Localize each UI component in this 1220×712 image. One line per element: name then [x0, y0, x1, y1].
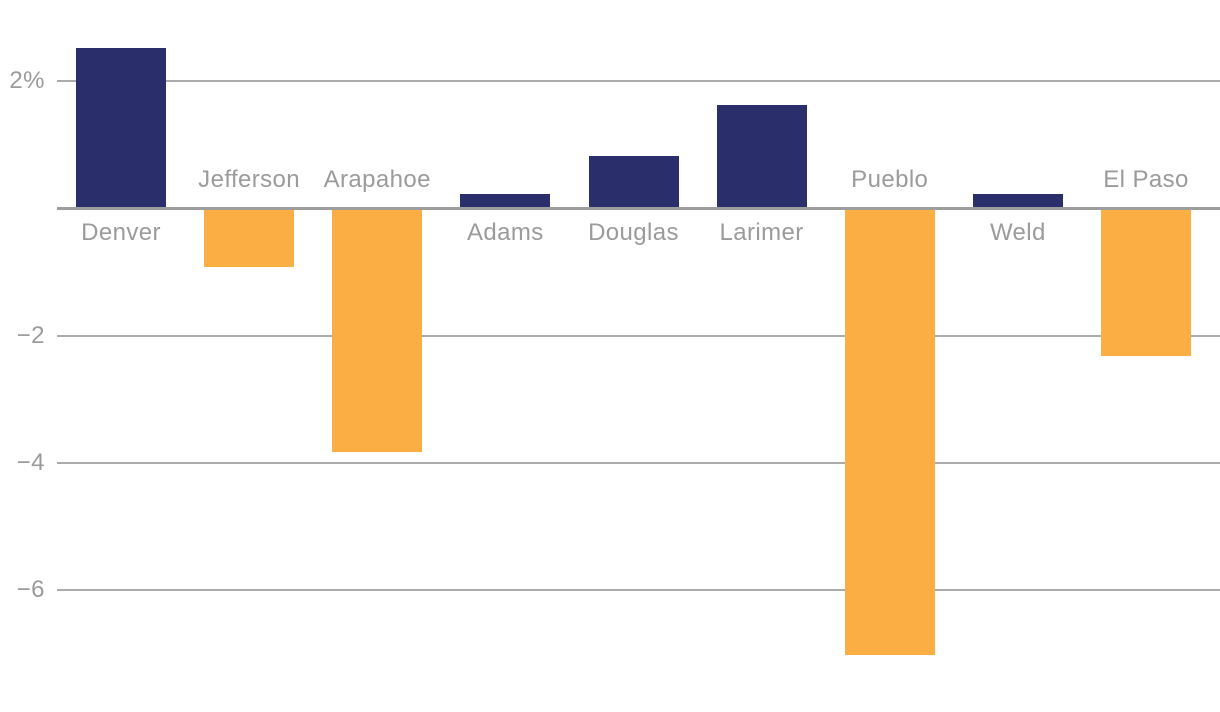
y-axis-tick-label: −6 — [16, 576, 45, 604]
category-label: Larimer — [719, 219, 804, 246]
category-label: Jefferson — [198, 166, 301, 193]
gridline-2 — [57, 80, 1220, 83]
gridline--6 — [57, 589, 1220, 592]
bar-larimer — [716, 105, 807, 207]
bar-el-paso — [1101, 210, 1191, 357]
category-label: Arapahoe — [323, 166, 431, 193]
bar-pueblo — [844, 210, 935, 656]
category-label: Denver — [81, 219, 161, 246]
y-axis-tick-label: −4 — [16, 448, 45, 476]
category-label: El Paso — [1103, 166, 1189, 193]
bar-denver — [76, 48, 166, 207]
bar-arapahoe — [332, 210, 423, 452]
bar-jefferson — [204, 210, 295, 268]
category-label: Adams — [467, 219, 544, 246]
gridline--2 — [57, 334, 1220, 337]
x-axis-baseline — [57, 207, 1220, 210]
category-label: Douglas — [588, 219, 679, 246]
category-label: Pueblo — [851, 166, 929, 193]
y-axis-tick-label: −2 — [16, 321, 45, 349]
bar-douglas — [588, 156, 679, 207]
bar-adams — [460, 194, 551, 207]
bar-weld — [972, 194, 1063, 207]
y-axis-tick-label: 2% — [9, 67, 45, 95]
gridline--4 — [57, 461, 1220, 464]
category-label: Weld — [989, 219, 1046, 246]
